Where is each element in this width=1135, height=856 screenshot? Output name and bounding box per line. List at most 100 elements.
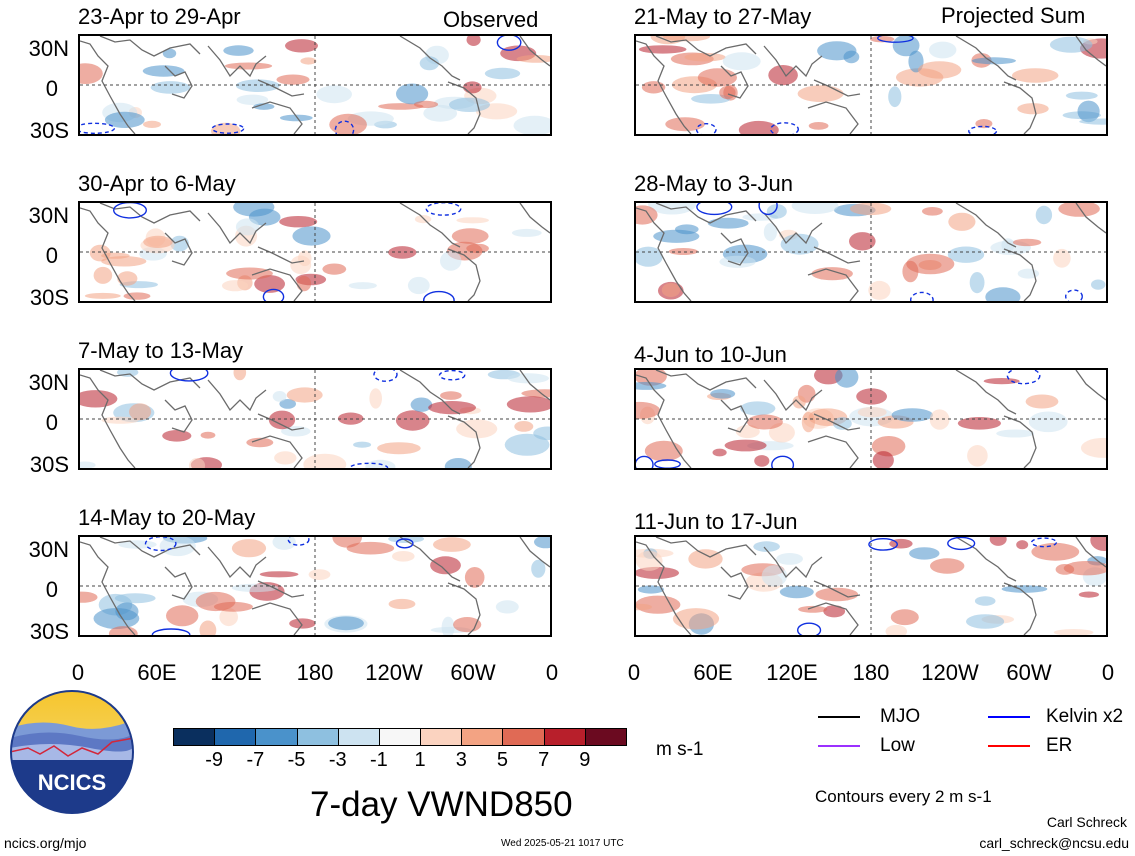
kelvin-contour — [211, 123, 245, 134]
anomaly-shading — [797, 85, 844, 102]
colorbar-tick-label: 7 — [538, 749, 550, 771]
coastline — [720, 232, 749, 266]
anomaly-shading — [224, 62, 273, 70]
coastline — [164, 566, 193, 600]
anomaly-shading — [143, 235, 173, 248]
anomaly-shading — [188, 458, 206, 468]
lon-label: 120W — [921, 660, 979, 685]
anomaly-shading — [531, 559, 546, 578]
colorbar-swatch — [173, 728, 216, 746]
anomaly-shading — [388, 246, 417, 259]
coastline — [955, 537, 1017, 582]
anomaly-shading — [823, 605, 846, 618]
anomaly-shading — [513, 115, 550, 134]
anomaly-shading — [388, 598, 416, 610]
anomaly-shading — [298, 250, 312, 267]
anomaly-shading — [768, 65, 798, 86]
coastline — [813, 580, 861, 598]
legend-line-low — [818, 745, 860, 747]
anomaly-shading — [223, 45, 254, 56]
colorbar-tick-label: 9 — [579, 749, 591, 771]
coastline — [399, 36, 461, 81]
coastline — [1075, 203, 1106, 234]
projected-sum-label: Projected Sum — [941, 3, 1086, 28]
anomaly-shading — [114, 593, 156, 604]
page-title: 7-day VWND850 — [310, 785, 573, 824]
panel-title: 4-Jun to 10-Jun — [634, 342, 787, 367]
lon-label: 120E — [210, 660, 262, 685]
anomaly-shading — [1053, 629, 1094, 635]
kelvin-contour — [771, 455, 795, 468]
lon-label: 120W — [365, 660, 423, 685]
anomaly-shading — [285, 39, 318, 53]
anomaly-shading — [929, 41, 957, 59]
lon-label: 0 — [71, 660, 85, 685]
coastline — [80, 374, 136, 468]
footer-email[interactable]: carl_schreck@ncsu.edu — [979, 835, 1129, 851]
anomaly-shading — [766, 204, 787, 219]
anomaly-shading — [276, 74, 310, 85]
lat-label: 0 — [45, 577, 58, 602]
anomaly-shading — [80, 461, 96, 468]
panel-title: 14-May to 20-May — [78, 505, 256, 530]
anomaly-shading — [272, 391, 287, 402]
map-plot — [636, 36, 1106, 134]
coastline — [1003, 81, 1037, 134]
map-plot — [636, 537, 1106, 635]
anomaly-shading — [428, 401, 476, 415]
anomaly-shading — [697, 68, 737, 87]
anomaly-shading — [235, 79, 280, 92]
legend-line-kelvin — [988, 716, 1030, 718]
anomaly-shading — [688, 549, 723, 569]
anomaly-shading — [286, 387, 323, 403]
anomaly-shading — [346, 541, 395, 555]
map-panel-obs-3 — [78, 368, 552, 470]
coastline — [257, 413, 305, 431]
legend-label-low: Low — [880, 735, 915, 756]
coastline — [519, 36, 550, 67]
anomaly-shading — [466, 243, 489, 254]
anomaly-shading — [104, 111, 145, 128]
anomaly-shading — [974, 596, 996, 606]
anomaly-shading — [162, 430, 192, 442]
kelvin-contour — [636, 455, 654, 468]
anomaly-shading — [80, 63, 103, 84]
anomaly-shading — [957, 417, 1001, 430]
anomaly-shading — [236, 94, 269, 105]
coastline — [251, 602, 303, 635]
logo-text: NCICS — [38, 770, 106, 795]
colorbar-tick-label: -5 — [287, 749, 306, 771]
anomaly-shading — [101, 416, 139, 424]
contour-note: Contours every 2 m s-1 — [815, 787, 992, 806]
coastline — [80, 40, 136, 134]
kelvin-contour — [287, 537, 310, 546]
lat-label: 30N — [28, 537, 69, 562]
coastline — [251, 435, 303, 468]
anomaly-shading — [636, 370, 667, 386]
kelvin-contour — [144, 537, 177, 552]
coastline — [207, 45, 267, 78]
coastline — [655, 537, 757, 558]
anomaly-shading — [1028, 411, 1068, 433]
anomaly-shading — [644, 440, 683, 462]
anomaly-shading — [392, 551, 415, 562]
coastline — [447, 81, 481, 134]
coastline — [399, 203, 461, 248]
anomaly-shading — [1016, 540, 1029, 550]
anomaly-shading — [162, 48, 177, 59]
map-panel-proj-4 — [634, 535, 1108, 637]
legend-line-er — [988, 745, 1030, 747]
coastline — [99, 36, 201, 57]
anomaly-shading — [707, 217, 749, 229]
anomaly-shading — [378, 103, 424, 110]
anomaly-shading — [396, 83, 429, 105]
anomaly-shading — [719, 255, 756, 268]
anomaly-shading — [377, 442, 421, 455]
anomaly-shading — [975, 119, 993, 129]
ncics-logo: NCICS — [10, 690, 134, 814]
coastline — [207, 379, 267, 412]
anomaly-shading — [653, 229, 700, 243]
kelvin-contour — [910, 291, 934, 301]
footer-url[interactable]: ncics.org/mjo — [4, 835, 87, 851]
kelvin-contour — [151, 628, 191, 635]
